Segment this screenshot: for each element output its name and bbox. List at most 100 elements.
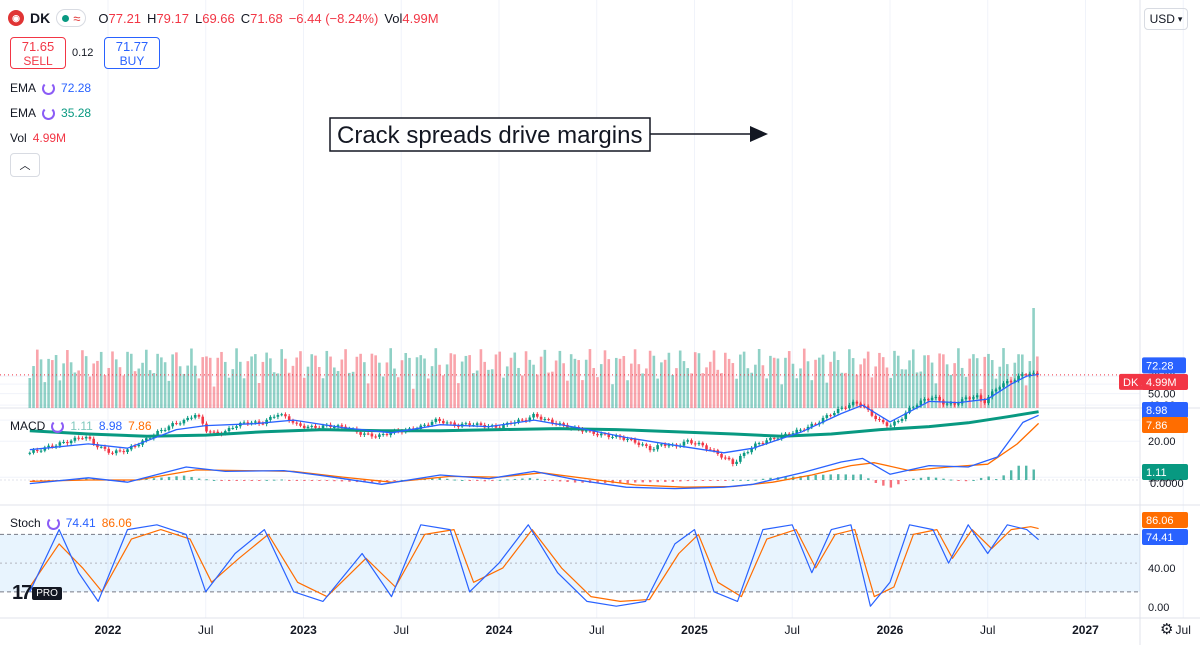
- volume-bar: [919, 371, 923, 408]
- volume-bar: [622, 356, 626, 408]
- volume-bar: [739, 354, 742, 408]
- buy-button[interactable]: 71.77 BUY: [104, 37, 160, 69]
- market-status-pill[interactable]: ≈: [56, 9, 87, 27]
- macd-histogram-bar: [521, 478, 524, 480]
- candle-body: [667, 445, 671, 447]
- candle-body: [231, 427, 235, 429]
- candle-body: [333, 427, 336, 429]
- volume-bar: [235, 348, 238, 408]
- macd-histogram-bar: [694, 480, 697, 481]
- time-axis-tick: Jul: [1176, 623, 1191, 637]
- settings-gear-icon[interactable]: ⚙: [1160, 621, 1174, 638]
- candle-body: [652, 449, 656, 451]
- candle-body: [494, 425, 498, 428]
- candle-body: [626, 439, 629, 441]
- volume-bar: [708, 361, 712, 408]
- candle-body: [851, 401, 855, 406]
- volume-bar: [618, 358, 622, 408]
- candle-body: [1024, 374, 1028, 376]
- candle-body: [938, 396, 941, 401]
- volume-bar: [724, 352, 727, 408]
- symbol-name[interactable]: DK: [30, 10, 51, 26]
- candle-body: [73, 437, 77, 441]
- stoch-k-value: 74.41: [65, 516, 96, 530]
- candle-body: [302, 425, 306, 429]
- indicator-name: EMA: [10, 106, 37, 120]
- macd-histogram-bar: [724, 480, 727, 481]
- volume-bar: [878, 352, 881, 408]
- volume-bar: [186, 365, 189, 408]
- candle-body: [66, 442, 69, 444]
- volume-bar: [667, 352, 671, 408]
- candle-body: [517, 419, 520, 423]
- macd-histogram-bar: [852, 474, 855, 480]
- macd-histogram-bar: [618, 480, 622, 484]
- volume-bar: [817, 357, 821, 408]
- indicator-stoch[interactable]: Stoch 74.41 86.06: [10, 516, 132, 530]
- macd-histogram-bar: [513, 478, 517, 480]
- candle-body: [881, 419, 885, 423]
- macd-histogram-bar: [1032, 469, 1035, 480]
- candle-body: [953, 403, 956, 405]
- candle-body: [848, 405, 851, 409]
- tradingview-logo[interactable]: 17 PRO: [12, 582, 62, 605]
- volume-bar: [475, 370, 479, 408]
- indicator-macd[interactable]: MACD 1.11 8.98 7.86: [10, 419, 152, 433]
- candle-body: [370, 433, 374, 437]
- sell-button[interactable]: 71.65 SELL: [10, 37, 66, 69]
- volume-bar: [678, 350, 682, 408]
- volume-bar: [784, 357, 787, 408]
- indicator-ema-fast[interactable]: EMA 72.28: [10, 81, 91, 95]
- macd-histogram-bar: [333, 480, 336, 482]
- volume-bar: [32, 366, 35, 408]
- macd-histogram-bar: [250, 480, 253, 481]
- macd-histogram-bar: [806, 475, 810, 480]
- candle-body: [1002, 383, 1005, 388]
- macd-histogram-bar: [844, 474, 847, 480]
- volume-bar: [457, 383, 460, 408]
- candle-body: [167, 426, 171, 430]
- candle-body: [690, 440, 693, 444]
- company-logo-icon: ◉: [8, 10, 24, 26]
- candle-body: [896, 420, 900, 422]
- volume-bar: [400, 360, 404, 408]
- macd-histogram-bar: [212, 479, 216, 481]
- volume-bar: [208, 357, 212, 408]
- volume-bar: [231, 369, 235, 408]
- candle-body: [276, 414, 280, 417]
- volume-bar: [404, 353, 408, 408]
- currency-selector[interactable]: USD ▾: [1144, 8, 1188, 30]
- volume-bar: [111, 351, 114, 408]
- volume-bar: [727, 358, 731, 408]
- macd-histogram-bar: [942, 478, 945, 480]
- volume-bar: [28, 378, 32, 408]
- macd-histogram-bar: [265, 479, 268, 481]
- collapse-indicators-button[interactable]: ︿: [10, 153, 40, 177]
- volume-bar: [554, 360, 558, 408]
- indicator-volume[interactable]: Vol 4.99M: [10, 131, 66, 145]
- candle-body: [114, 450, 118, 454]
- macd-signal-axis-label: 7.86: [1146, 420, 1167, 432]
- volume-bar: [216, 357, 220, 408]
- macd-histogram-bar: [528, 478, 532, 480]
- refresh-icon: [42, 81, 56, 95]
- volume-bar: [633, 349, 637, 408]
- candle-body: [269, 416, 272, 420]
- volume-bar: [829, 361, 832, 408]
- indicator-value: 35.28: [61, 106, 92, 120]
- volume-bar: [453, 354, 456, 408]
- candle-body: [216, 431, 220, 434]
- volume-bar: [802, 348, 806, 408]
- macd-histogram-bar: [964, 480, 968, 482]
- candle-body: [408, 428, 411, 430]
- candle-body: [163, 429, 167, 431]
- macd-signal-axis-label-bg: [1142, 417, 1188, 433]
- volume-bar: [746, 368, 750, 408]
- volume-bar: [43, 382, 47, 408]
- macd-histogram-bar: [1017, 465, 1020, 480]
- candle-body: [434, 418, 438, 422]
- volume-bar: [269, 358, 272, 408]
- candle-body: [599, 433, 603, 436]
- indicator-ema-slow[interactable]: EMA 35.28: [10, 106, 91, 120]
